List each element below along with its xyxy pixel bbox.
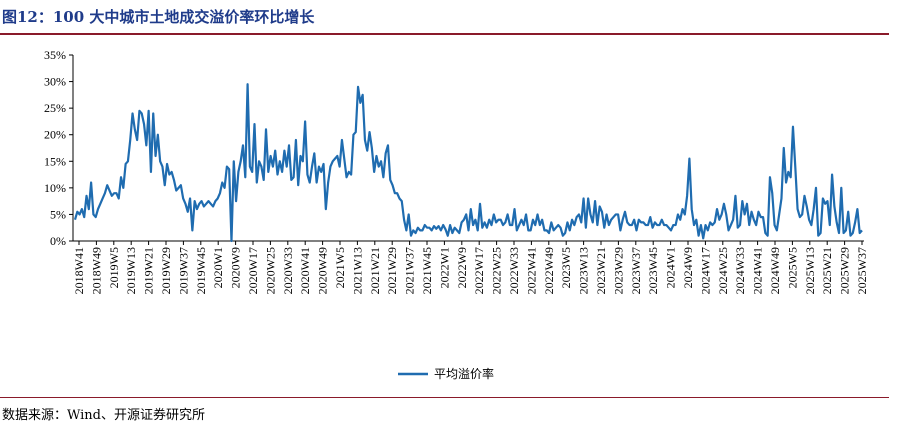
x-tick-label: 2023W5 (559, 247, 573, 288)
footer-divider (0, 397, 889, 398)
x-tick-label: 2021W37 (403, 247, 417, 294)
x-tick-label: 2025W13 (803, 247, 817, 294)
y-tick-label: 5% (50, 207, 66, 221)
x-tick-label: 2019W29 (159, 247, 173, 294)
series-line-avg-premium-rate (73, 83, 863, 243)
x-tick-label: 2022W17 (472, 247, 486, 294)
x-tick-label: 2019W45 (194, 247, 208, 294)
x-tick-label: 2024W9 (681, 247, 695, 288)
x-tick-label: 2020W25 (263, 247, 277, 294)
x-tick-label: 2020W49 (316, 247, 330, 294)
x-tick-label: 2024W49 (768, 247, 782, 294)
chart-axes: 0% 5% 10% 15% 20% 25% 30% 35% 2018W41 2018W49 2019… (44, 48, 869, 294)
x-tick-label: 2020W9 (229, 247, 243, 288)
y-tick-label: 0% (50, 234, 66, 248)
x-tick-label: 2023W37 (629, 247, 643, 294)
x-tick-label: 2020W1 (211, 247, 225, 288)
x-tick-label: 2021W13 (350, 247, 364, 294)
x-tick-label: 2025W5 (785, 247, 799, 288)
x-tick-label: 2023W29 (611, 247, 625, 294)
x-tick-label: 2022W49 (542, 247, 556, 294)
x-tick-label: 2021W5 (333, 247, 347, 288)
x-tick-label: 2019W13 (124, 247, 138, 294)
x-tick-label: 2021W21 (368, 247, 382, 294)
x-tick-label: 2022W41 (524, 247, 538, 294)
x-tick-label: 2023W13 (577, 247, 591, 294)
x-tick-label: 2020W33 (281, 247, 295, 294)
x-tick-label: 2024W17 (698, 247, 712, 294)
x-tick-label: 2022W9 (455, 247, 469, 288)
x-tick-label: 2024W25 (716, 247, 730, 294)
chart-title: 图12：100 大中城市土地成交溢价率环比增长 (2, 8, 315, 26)
x-tick-label: 2024W1 (664, 247, 678, 288)
x-tick-label: 2022W25 (490, 247, 504, 294)
x-tick-label: 2021W29 (385, 247, 399, 294)
x-tick-label: 2024W41 (751, 247, 765, 294)
y-tick-label: 20% (44, 128, 66, 142)
x-tick-label: 2021W45 (420, 247, 434, 294)
x-tick-label: 2025W29 (838, 247, 852, 294)
chart-series-layer (73, 83, 863, 243)
data-source-note: 数据来源：Wind、开源证券研究所 (2, 408, 205, 423)
x-tick-label: 2018W49 (89, 247, 103, 294)
chart-legend: 平均溢价率 (398, 366, 494, 381)
x-tick-label: 2022W1 (437, 247, 451, 288)
x-tick-label: 2020W41 (298, 247, 312, 294)
y-tick-label: 15% (44, 154, 66, 168)
y-tick-label: 30% (44, 75, 66, 89)
x-tick-label: 2023W45 (646, 247, 660, 294)
x-tick-label: 2025W21 (820, 247, 834, 294)
x-tick-label: 2023W21 (594, 247, 608, 294)
title-divider (0, 33, 889, 35)
y-tick-label: 10% (44, 181, 66, 195)
x-tick-label: 2019W21 (142, 247, 156, 294)
legend-label: 平均溢价率 (434, 366, 494, 381)
x-tick-label: 2019W5 (107, 247, 121, 288)
x-tick-label: 2019W37 (176, 247, 190, 294)
y-tick-label: 25% (44, 101, 66, 115)
x-tick-label: 2025W37 (855, 247, 869, 294)
x-tick-label: 2022W33 (507, 247, 521, 294)
x-tick-label: 2020W17 (246, 247, 260, 294)
x-tick-label: 2024W33 (733, 247, 747, 294)
x-tick-label: 2018W41 (72, 247, 86, 294)
y-tick-label: 35% (44, 48, 66, 62)
